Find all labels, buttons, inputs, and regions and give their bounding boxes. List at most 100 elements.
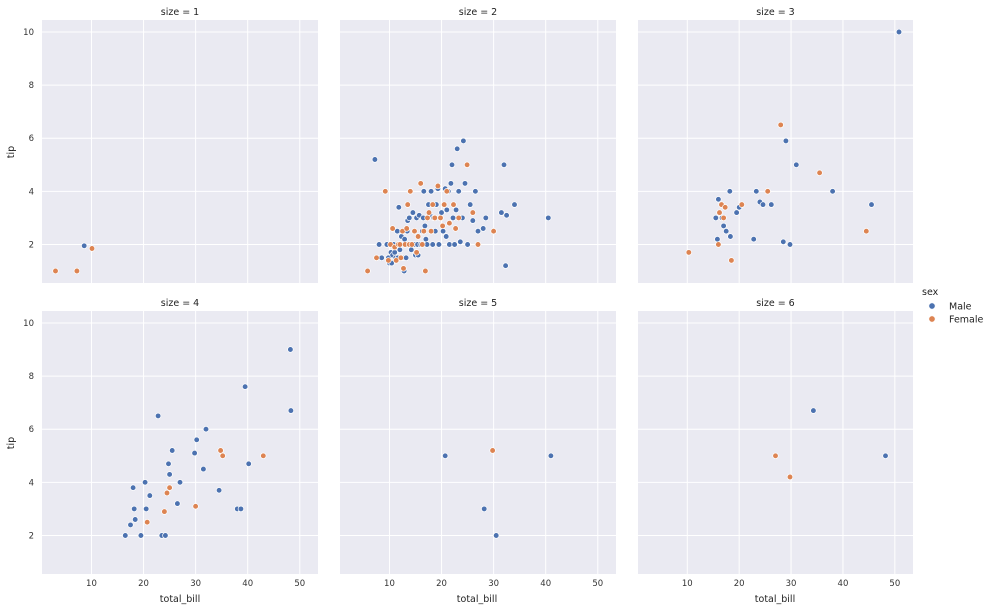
y-tick-label: 2 xyxy=(29,240,34,250)
point-male xyxy=(469,217,476,224)
point-male xyxy=(498,209,505,216)
point-male xyxy=(427,188,435,195)
panel-title: size = 4 xyxy=(161,298,199,309)
point-male xyxy=(455,188,462,195)
point-male xyxy=(375,241,383,248)
point-male xyxy=(868,201,875,208)
x-tick-label: 50 xyxy=(592,579,603,589)
point-male xyxy=(165,460,172,467)
legend-label-female: Female xyxy=(949,315,984,326)
x-tick-label: 30 xyxy=(488,579,499,589)
x-axis-label-col2: total_bill xyxy=(457,594,497,605)
x-tick-label: 30 xyxy=(190,579,201,589)
point-female xyxy=(786,473,794,481)
x-tick-label: 20 xyxy=(734,579,745,589)
legend-title: sex xyxy=(922,287,939,298)
point-female xyxy=(411,228,418,235)
panel-title: size = 5 xyxy=(459,298,497,309)
point-female xyxy=(446,220,453,227)
legend-marker-female xyxy=(928,315,936,323)
point-male xyxy=(446,241,453,248)
point-female xyxy=(489,447,496,454)
point-male xyxy=(457,238,464,245)
x-tick-label: 40 xyxy=(242,579,253,589)
point-female xyxy=(452,225,459,232)
point-male xyxy=(511,201,518,208)
point-male xyxy=(406,214,413,222)
point-male xyxy=(545,214,552,222)
point-male xyxy=(726,188,733,195)
point-male xyxy=(429,241,436,248)
point-male xyxy=(493,532,500,539)
point-female xyxy=(393,257,400,264)
panel-background xyxy=(42,20,318,283)
point-female xyxy=(455,214,462,222)
point-male xyxy=(141,479,149,486)
point-male xyxy=(720,222,727,230)
point-male xyxy=(137,532,145,539)
y-axis-label-top: tip xyxy=(6,146,17,158)
point-female xyxy=(420,228,427,235)
point-male xyxy=(503,212,510,219)
x-axis-label-col3: total_bill xyxy=(755,594,795,605)
point-male xyxy=(131,505,138,513)
point-male xyxy=(547,452,555,459)
point-female xyxy=(417,180,424,187)
panel-6: size = 6 10 20 30 40 50 xyxy=(638,298,913,589)
point-male xyxy=(768,201,775,208)
point-male xyxy=(215,487,223,494)
y-tick-label: 6 xyxy=(29,425,34,435)
panel-3: size = 3 xyxy=(638,7,913,283)
point-male xyxy=(472,188,479,195)
point-male xyxy=(753,188,760,195)
y-tick-label: 10 xyxy=(23,28,34,38)
point-female xyxy=(407,188,414,195)
point-male xyxy=(443,206,450,214)
point-male xyxy=(712,214,719,222)
point-male xyxy=(237,505,245,513)
panel-background xyxy=(638,311,913,574)
point-male xyxy=(727,233,734,240)
point-male xyxy=(166,471,173,478)
point-male xyxy=(442,452,449,459)
panel-title: size = 6 xyxy=(756,298,794,309)
point-female xyxy=(443,188,450,195)
point-male xyxy=(129,484,137,491)
panel-title: size = 2 xyxy=(459,7,497,18)
point-female xyxy=(73,267,81,275)
point-male xyxy=(162,532,169,539)
y-tick-label: 4 xyxy=(29,187,34,197)
point-female xyxy=(720,214,727,222)
legend: sex Male Female xyxy=(922,287,984,326)
point-male xyxy=(500,161,508,168)
point-male xyxy=(461,180,469,187)
point-male xyxy=(408,246,415,253)
panel-title: size = 3 xyxy=(756,7,794,18)
point-female xyxy=(463,161,471,168)
point-male xyxy=(443,233,450,240)
point-female xyxy=(439,222,446,230)
y-axis-label-bottom: tip xyxy=(6,437,17,449)
point-female xyxy=(400,265,407,272)
y-tick-label: 8 xyxy=(29,81,34,91)
point-female xyxy=(425,209,433,216)
point-male xyxy=(759,201,767,208)
point-male xyxy=(143,505,150,513)
point-male xyxy=(882,452,889,459)
point-male xyxy=(146,492,153,499)
x-tick-label: 10 xyxy=(384,579,395,589)
point-female xyxy=(373,254,380,261)
point-male xyxy=(460,137,467,145)
point-female xyxy=(217,447,224,454)
point-female xyxy=(431,214,438,222)
point-female xyxy=(685,249,692,256)
point-male xyxy=(439,228,447,235)
point-male xyxy=(447,180,455,187)
point-female xyxy=(408,241,416,248)
point-female xyxy=(161,508,168,515)
point-male xyxy=(438,209,445,216)
x-tick-label: 10 xyxy=(86,579,97,589)
point-male xyxy=(154,412,162,420)
point-female xyxy=(441,201,448,208)
